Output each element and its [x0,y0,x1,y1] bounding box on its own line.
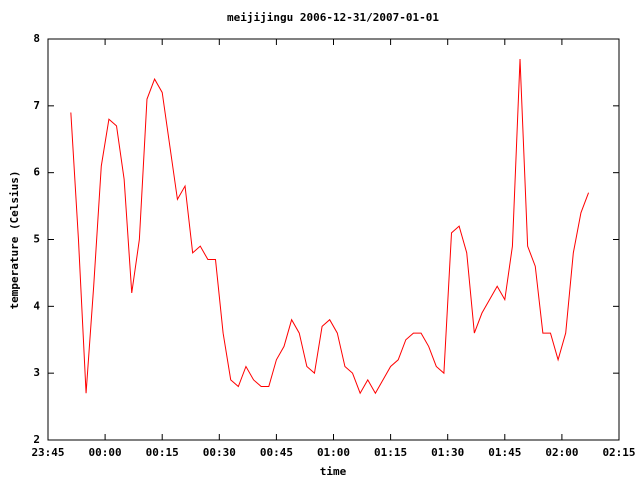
y-axis-label: temperature (Celsius) [8,170,21,309]
chart-title: meijijingu 2006-12-31/2007-01-01 [227,11,439,24]
x-tick-label: 00:45 [260,446,293,459]
x-tick-label: 00:15 [146,446,179,459]
x-axis-label: time [320,465,347,478]
x-tick-label: 00:00 [89,446,122,459]
x-tick-label: 01:45 [488,446,521,459]
x-tick-label: 02:15 [602,446,635,459]
y-tick-label: 8 [33,32,40,45]
y-tick-label: 7 [33,99,40,112]
x-tick-label: 23:45 [31,446,64,459]
y-tick-label: 2 [33,433,40,446]
y-tick-label: 6 [33,166,40,179]
y-tick-label: 5 [33,233,40,246]
x-tick-label: 02:00 [545,446,578,459]
x-tick-label: 00:30 [203,446,236,459]
y-tick-label: 3 [33,366,40,379]
data-line [70,59,590,395]
x-tick-label: 01:00 [317,446,350,459]
x-tick-label: 01:15 [374,446,407,459]
y-tick-label: 4 [33,299,40,312]
x-tick-label: 01:30 [431,446,464,459]
